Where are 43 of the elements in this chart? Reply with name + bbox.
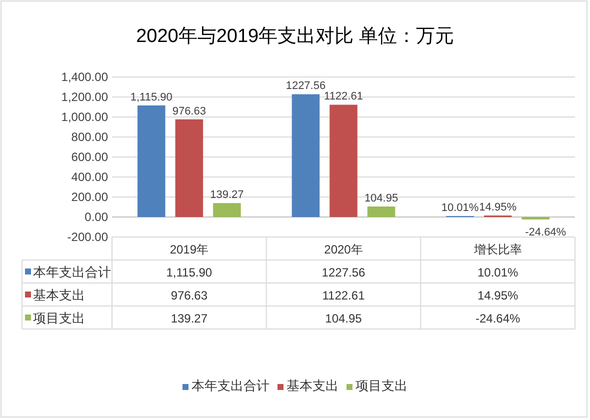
bar <box>213 203 241 217</box>
data-label: 10.01% <box>477 266 519 280</box>
bar <box>137 105 166 217</box>
y-tick-label: 600.00 <box>71 150 108 164</box>
data-label: 139.27 <box>170 312 208 326</box>
y-tick-label: -200.00 <box>67 230 108 244</box>
y-tick-label: 1,400.00 <box>61 70 108 84</box>
x-tick-label: 2019年 <box>170 242 209 256</box>
x-tick-label: 增长比率 <box>472 242 522 256</box>
y-tick-label: 0.00 <box>84 210 108 224</box>
text: 项目支出 <box>356 378 408 393</box>
legend-label: 本年支出合计 <box>33 264 111 280</box>
data-label: -24.64% <box>475 312 521 326</box>
data-label: 1227.56 <box>322 266 366 280</box>
text: 本年支出合计 <box>192 378 270 393</box>
x-tick-label: 2020年 <box>324 242 363 256</box>
data-label: 104.95 <box>325 312 362 326</box>
y-tick-label: 200.00 <box>71 190 108 204</box>
text: 1,115.90 <box>130 91 172 104</box>
y-tick-label: 800.00 <box>71 130 108 144</box>
y-tick-label: 1,000.00 <box>61 110 108 124</box>
bar <box>292 94 320 217</box>
text: 1122.61 <box>324 90 363 103</box>
text: 基本支出 <box>286 378 338 393</box>
data-label: 1,115.90 <box>166 266 212 280</box>
text: -24.64% <box>525 226 566 238</box>
y-tick-label: 400.00 <box>71 170 108 184</box>
legend-label: 项目支出 <box>33 310 85 326</box>
data-label: 14.95% <box>477 288 519 302</box>
bar <box>330 104 358 217</box>
text: 139.27 <box>210 189 244 202</box>
chart-title: 2020年与2019年支出对比 单位：万元 <box>136 26 454 47</box>
data-label: 976.63 <box>170 288 208 302</box>
data-label: 1122.61 <box>322 288 366 302</box>
bar <box>367 206 396 217</box>
bar <box>175 119 204 217</box>
text: 1227.56 <box>286 80 326 92</box>
legend-label: 基本支出 <box>33 288 85 302</box>
text: 10.01% <box>441 202 479 214</box>
text: 14.95% <box>479 202 516 214</box>
text: 104.95 <box>364 192 398 205</box>
y-tick-label: 1,200.00 <box>61 90 108 104</box>
text: 976.63 <box>172 105 206 118</box>
